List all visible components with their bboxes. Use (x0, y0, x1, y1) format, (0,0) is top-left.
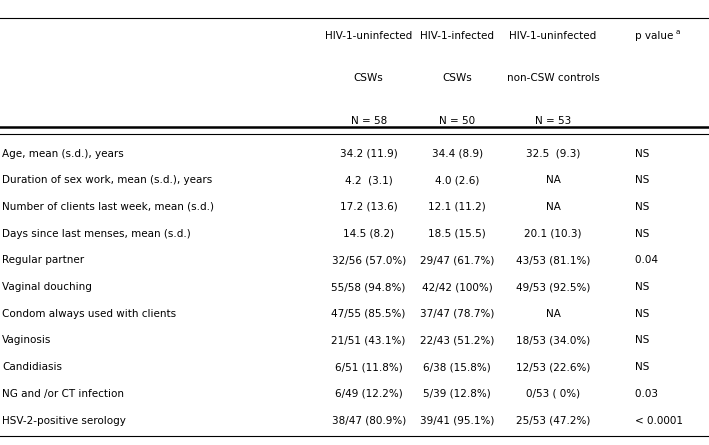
Text: HIV-1-infected: HIV-1-infected (420, 31, 494, 41)
Text: 20.1 (10.3): 20.1 (10.3) (524, 229, 582, 239)
Text: HSV-2-positive serology: HSV-2-positive serology (2, 416, 126, 425)
Text: 32.5  (9.3): 32.5 (9.3) (526, 149, 580, 158)
Text: Age, mean (s.d.), years: Age, mean (s.d.), years (2, 149, 124, 158)
Text: 6/38 (15.8%): 6/38 (15.8%) (423, 362, 491, 372)
Text: 6/51 (11.8%): 6/51 (11.8%) (335, 362, 403, 372)
Text: 6/49 (12.2%): 6/49 (12.2%) (335, 389, 403, 399)
Text: 34.2 (11.9): 34.2 (11.9) (340, 149, 398, 158)
Text: non-CSW controls: non-CSW controls (507, 73, 599, 83)
Text: NA: NA (546, 175, 560, 185)
Text: 12/53 (22.6%): 12/53 (22.6%) (516, 362, 590, 372)
Text: 49/53 (92.5%): 49/53 (92.5%) (516, 282, 590, 292)
Text: 4.2  (3.1): 4.2 (3.1) (345, 175, 393, 185)
Text: 47/55 (85.5%): 47/55 (85.5%) (332, 309, 406, 319)
Text: Number of clients last week, mean (s.d.): Number of clients last week, mean (s.d.) (2, 202, 214, 212)
Text: 21/51 (43.1%): 21/51 (43.1%) (332, 336, 406, 345)
Text: p value: p value (635, 31, 673, 41)
Text: 22/43 (51.2%): 22/43 (51.2%) (420, 336, 494, 345)
Text: < 0.0001: < 0.0001 (635, 416, 686, 425)
Text: 0.03: 0.03 (635, 389, 661, 399)
Text: CSWs: CSWs (354, 73, 384, 83)
Text: 0/53 ( 0%): 0/53 ( 0%) (526, 389, 580, 399)
Text: Candidiasis: Candidiasis (2, 362, 62, 372)
Text: Duration of sex work, mean (s.d.), years: Duration of sex work, mean (s.d.), years (2, 175, 213, 185)
Text: NS: NS (635, 229, 649, 239)
Text: a: a (676, 29, 680, 35)
Text: 18/53 (34.0%): 18/53 (34.0%) (516, 336, 590, 345)
Text: Regular partner: Regular partner (2, 255, 84, 265)
Text: Condom always used with clients: Condom always used with clients (2, 309, 177, 319)
Text: NS: NS (635, 282, 649, 292)
Text: 14.5 (8.2): 14.5 (8.2) (343, 229, 394, 239)
Text: 38/47 (80.9%): 38/47 (80.9%) (332, 416, 406, 425)
Text: NA: NA (546, 202, 560, 212)
Text: 12.1 (11.2): 12.1 (11.2) (428, 202, 486, 212)
Text: NS: NS (635, 309, 649, 319)
Text: 4.0 (2.6): 4.0 (2.6) (435, 175, 479, 185)
Text: 42/42 (100%): 42/42 (100%) (422, 282, 493, 292)
Text: Vaginal douching: Vaginal douching (2, 282, 92, 292)
Text: NS: NS (635, 336, 649, 345)
Text: N = 50: N = 50 (440, 116, 475, 125)
Text: 29/47 (61.7%): 29/47 (61.7%) (420, 255, 494, 265)
Text: 18.5 (15.5): 18.5 (15.5) (428, 229, 486, 239)
Text: NS: NS (635, 149, 649, 158)
Text: 5/39 (12.8%): 5/39 (12.8%) (423, 389, 491, 399)
Text: HIV-1-uninfected: HIV-1-uninfected (325, 31, 413, 41)
Text: NG and /or CT infection: NG and /or CT infection (2, 389, 124, 399)
Text: 25/53 (47.2%): 25/53 (47.2%) (516, 416, 590, 425)
Text: 34.4 (8.9): 34.4 (8.9) (432, 149, 483, 158)
Text: 55/58 (94.8%): 55/58 (94.8%) (332, 282, 406, 292)
Text: 37/47 (78.7%): 37/47 (78.7%) (420, 309, 494, 319)
Text: 43/53 (81.1%): 43/53 (81.1%) (516, 255, 590, 265)
Text: 39/41 (95.1%): 39/41 (95.1%) (420, 416, 494, 425)
Text: CSWs: CSWs (442, 73, 472, 83)
Text: Days since last menses, mean (s.d.): Days since last menses, mean (s.d.) (2, 229, 191, 239)
Text: NA: NA (546, 309, 560, 319)
Text: Vaginosis: Vaginosis (2, 336, 52, 345)
Text: 32/56 (57.0%): 32/56 (57.0%) (332, 255, 406, 265)
Text: NS: NS (635, 175, 649, 185)
Text: N = 53: N = 53 (535, 116, 571, 125)
Text: NS: NS (635, 362, 649, 372)
Text: 0.04: 0.04 (635, 255, 661, 265)
Text: 17.2 (13.6): 17.2 (13.6) (340, 202, 398, 212)
Text: HIV-1-uninfected: HIV-1-uninfected (509, 31, 597, 41)
Text: NS: NS (635, 202, 649, 212)
Text: N = 58: N = 58 (350, 116, 387, 125)
